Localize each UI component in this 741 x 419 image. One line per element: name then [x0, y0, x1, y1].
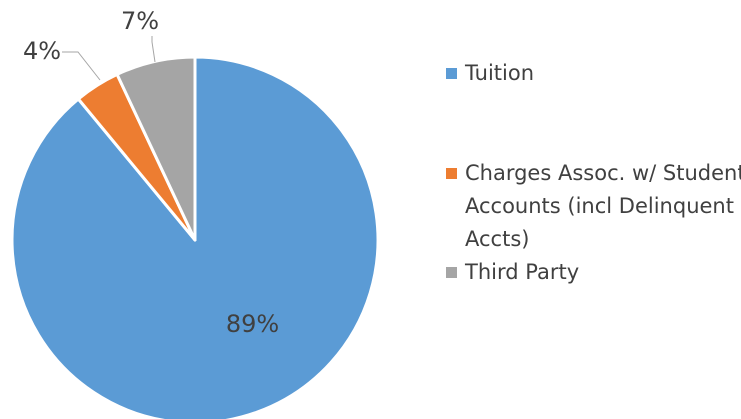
- legend-item: Charges Assoc. w/ Student Accounts (incl…: [446, 157, 741, 256]
- legend-item: Tuition: [446, 57, 741, 90]
- leader-line: [151, 36, 156, 63]
- legend-label: Third Party: [465, 260, 580, 284]
- data-label: 7%: [121, 7, 159, 35]
- data-label: 89%: [226, 310, 279, 338]
- legend-label: Tuition: [465, 61, 535, 85]
- legend-item: Third Party: [446, 256, 741, 289]
- leader-line: [62, 51, 101, 81]
- data-label: 4%: [23, 37, 61, 65]
- legend-swatch: [446, 267, 457, 278]
- legend-label: Charges Assoc. w/ Student Accounts (incl…: [465, 161, 741, 251]
- pie-slice: [10, 55, 380, 419]
- legend-swatch: [446, 68, 457, 79]
- legend-swatch: [446, 168, 457, 179]
